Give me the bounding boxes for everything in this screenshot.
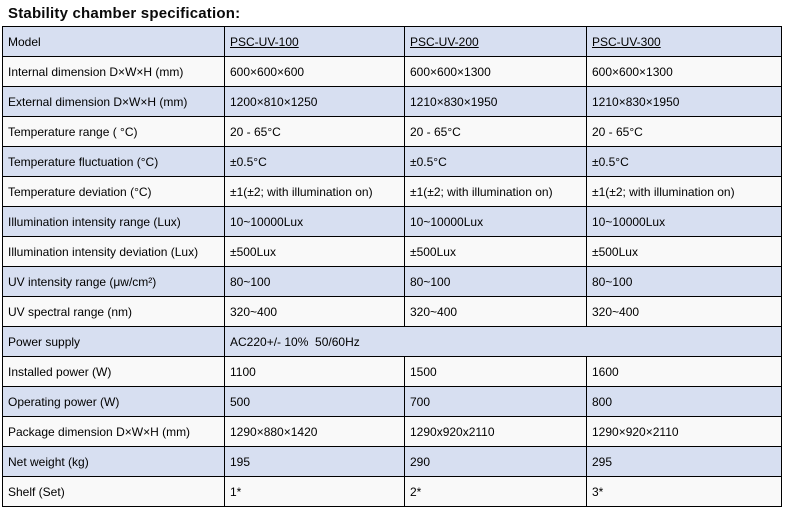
spec-value: 700 [404,386,587,417]
spec-value: 1200×810×1250 [224,86,405,117]
spec-value: 20 - 65°C [586,116,782,147]
spec-value: 320~400 [586,296,782,327]
table-row-temperature-range: Temperature range ( °C) 20 - 65°C 20 - 6… [2,116,782,147]
spec-value: 1290×880×1420 [224,416,405,447]
spec-value: 600×600×1300 [586,56,782,87]
table-row-illumination-intensity-range: Illumination intensity range (Lux) 10~10… [2,206,782,237]
spec-value: 1210×830×1950 [404,86,587,117]
spec-label: Illumination intensity range (Lux) [2,206,225,237]
page-title: Stability chamber specification: [8,5,241,22]
spec-value-spanned: AC220+/- 10% 50/60Hz [224,326,782,357]
spec-value: 2* [404,476,587,507]
table-row-net-weight: Net weight (kg) 195 290 295 [2,446,782,477]
spec-label: External dimension D×W×H (mm) [2,86,225,117]
spec-value: 800 [586,386,782,417]
spec-value: 10~10000Lux [404,206,587,237]
spec-value: 600×600×600 [224,56,405,87]
spec-value: 10~10000Lux [224,206,405,237]
spec-value: 80~100 [404,266,587,297]
table-row-temperature-fluctuation: Temperature fluctuation (°C) ±0.5°C ±0.5… [2,146,782,177]
spec-value: ±1(±2; with illumination on) [404,176,587,207]
spec-value: ±0.5°C [224,146,405,177]
spec-value: 500 [224,386,405,417]
spec-label: Operating power (W) [2,386,225,417]
stability-chamber-spec-table: Model PSC-UV-100 PSC-UV-200 PSC-UV-300 I… [2,26,782,507]
spec-value: 1210×830×1950 [586,86,782,117]
spec-value: 1100 [224,356,405,387]
spec-value: 195 [224,446,405,477]
spec-value: 20 - 65°C [224,116,405,147]
spec-label: Temperature range ( °C) [2,116,225,147]
spec-value: 1500 [404,356,587,387]
spec-value: 80~100 [586,266,782,297]
table-header-row: Model PSC-UV-100 PSC-UV-200 PSC-UV-300 [2,26,782,57]
spec-value: 320~400 [404,296,587,327]
table-row-installed-power: Installed power (W) 1100 1500 1600 [2,356,782,387]
spec-label: UV spectral range (nm) [2,296,225,327]
spec-value: ±500Lux [404,236,587,267]
spec-value: 320~400 [224,296,405,327]
header-model-label: Model [2,26,225,57]
spec-value: 290 [404,446,587,477]
spec-value: ±0.5°C [586,146,782,177]
spec-value: ±500Lux [586,236,782,267]
spec-value: ±1(±2; with illumination on) [224,176,405,207]
spec-label: Net weight (kg) [2,446,225,477]
spec-value: 600×600×1300 [404,56,587,87]
spec-label: Package dimension D×W×H (mm) [2,416,225,447]
spec-value: ±1(±2; with illumination on) [586,176,782,207]
table-row-external-dimension: External dimension D×W×H (mm) 1200×810×1… [2,86,782,117]
table-row-package-dimension: Package dimension D×W×H (mm) 1290×880×14… [2,416,782,447]
header-cell: PSC-UV-100 [224,26,405,57]
model-link-psc-uv-300[interactable]: PSC-UV-300 [592,34,661,49]
spec-value: 80~100 [224,266,405,297]
header-cell: PSC-UV-300 [586,26,782,57]
table-row-internal-dimension: Internal dimension D×W×H (mm) 600×600×60… [2,56,782,87]
header-cell: PSC-UV-200 [404,26,587,57]
table-row-operating-power: Operating power (W) 500 700 800 [2,386,782,417]
table-row-power-supply: Power supply AC220+/- 10% 50/60Hz [2,326,782,357]
spec-value: 3* [586,476,782,507]
table-row-illumination-intensity-deviation: Illumination intensity deviation (Lux) ±… [2,236,782,267]
table-row-temperature-deviation: Temperature deviation (°C) ±1(±2; with i… [2,176,782,207]
spec-label: Temperature deviation (°C) [2,176,225,207]
spec-value: ±0.5°C [404,146,587,177]
spec-label: Shelf (Set) [2,476,225,507]
spec-value: 20 - 65°C [404,116,587,147]
spec-label: Power supply [2,326,225,357]
spec-label: Temperature fluctuation (°C) [2,146,225,177]
spec-value: 1600 [586,356,782,387]
spec-label: Internal dimension D×W×H (mm) [2,56,225,87]
spec-label: Illumination intensity deviation (Lux) [2,236,225,267]
spec-value: 295 [586,446,782,477]
model-link-psc-uv-200[interactable]: PSC-UV-200 [410,34,479,49]
model-link-psc-uv-100[interactable]: PSC-UV-100 [230,34,299,49]
spec-value: 1* [224,476,405,507]
spec-label: Installed power (W) [2,356,225,387]
table-row-uv-intensity-range: UV intensity range (μw/cm²) 80~100 80~10… [2,266,782,297]
spec-value: ±500Lux [224,236,405,267]
spec-value: 10~10000Lux [586,206,782,237]
table-row-shelf: Shelf (Set) 1* 2* 3* [2,476,782,507]
table-row-uv-spectral-range: UV spectral range (nm) 320~400 320~400 3… [2,296,782,327]
spec-label: UV intensity range (μw/cm²) [2,266,225,297]
spec-value: 1290x920x2110 [404,416,587,447]
spec-value: 1290×920×2110 [586,416,782,447]
